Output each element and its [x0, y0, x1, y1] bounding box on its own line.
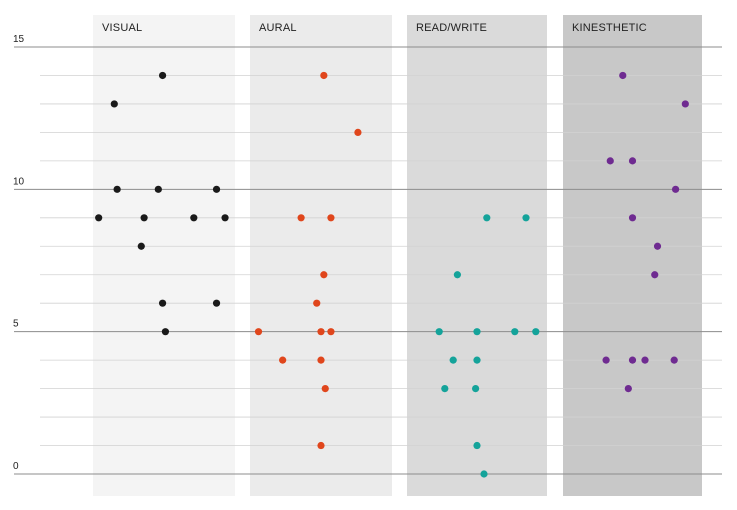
y-tick-label: 5 [13, 319, 19, 330]
data-point-aural [317, 356, 325, 364]
data-point-kinesthetic [628, 214, 637, 222]
data-point-read-write [472, 385, 480, 393]
data-point-aural [279, 356, 287, 364]
data-point-visual [221, 214, 229, 222]
data-point-visual [161, 328, 170, 336]
data-point-aural [327, 214, 335, 222]
column-label-aural: AURAL [259, 22, 297, 34]
column-label-kinesthetic: KINESTHETIC [572, 22, 647, 34]
data-point-read-write [453, 271, 461, 279]
data-point-visual [212, 185, 221, 193]
column-band-read-write [407, 15, 547, 496]
data-point-read-write [449, 356, 457, 364]
data-point-aural [321, 385, 329, 393]
data-point-kinesthetic [671, 185, 680, 193]
y-tick-label: 10 [13, 176, 25, 187]
data-point-kinesthetic [628, 356, 637, 364]
data-point-aural [320, 271, 328, 279]
data-point-visual [190, 214, 198, 222]
data-point-kinesthetic [606, 157, 614, 165]
data-point-kinesthetic [624, 385, 632, 393]
data-point-kinesthetic [602, 356, 610, 364]
data-point-kinesthetic [619, 71, 627, 80]
data-point-aural [254, 328, 263, 336]
data-point-kinesthetic [653, 242, 662, 250]
data-points [95, 71, 689, 478]
y-tick-label: 0 [13, 461, 19, 472]
column-label-visual: VISUAL [102, 22, 142, 34]
data-point-read-write [522, 214, 530, 222]
data-point-aural [354, 128, 362, 136]
data-point-read-write [532, 328, 540, 336]
data-point-aural [297, 214, 305, 222]
data-point-kinesthetic [670, 356, 678, 364]
data-point-read-write [473, 328, 481, 336]
data-point-visual [95, 214, 103, 222]
data-point-kinesthetic [681, 100, 689, 108]
category-labels: VISUAL AURAL READ/WRITE KINESTHETIC [102, 22, 647, 34]
gridlines [14, 46, 722, 475]
column-band-kinesthetic [563, 15, 702, 496]
data-point-visual [113, 185, 121, 193]
data-point-aural [317, 441, 325, 450]
data-point-kinesthetic [628, 157, 637, 165]
data-point-visual [137, 242, 145, 250]
data-point-read-write [435, 328, 443, 336]
data-point-read-write [511, 328, 519, 336]
category-columns [93, 15, 702, 496]
data-point-aural [313, 299, 321, 307]
data-point-visual [212, 299, 221, 307]
data-point-aural [327, 328, 335, 336]
column-band-visual [93, 15, 235, 496]
data-point-read-write [480, 470, 488, 478]
data-point-kinesthetic [651, 271, 659, 279]
data-point-read-write [483, 214, 491, 222]
data-point-read-write [441, 385, 449, 393]
data-point-read-write [473, 441, 481, 450]
data-point-visual [158, 299, 167, 307]
y-tick-label: 15 [13, 34, 25, 45]
data-point-aural [317, 328, 325, 336]
data-point-read-write [473, 356, 481, 364]
column-label-read-write: READ/WRITE [416, 22, 487, 34]
data-point-visual [154, 185, 162, 193]
data-point-kinesthetic [641, 356, 649, 364]
data-point-visual [158, 71, 167, 80]
y-axis-tick-labels: 0 5 10 15 [13, 34, 25, 472]
data-point-visual [140, 214, 148, 222]
column-band-aural [250, 15, 392, 496]
data-point-visual [110, 100, 118, 108]
data-point-aural [320, 71, 328, 80]
